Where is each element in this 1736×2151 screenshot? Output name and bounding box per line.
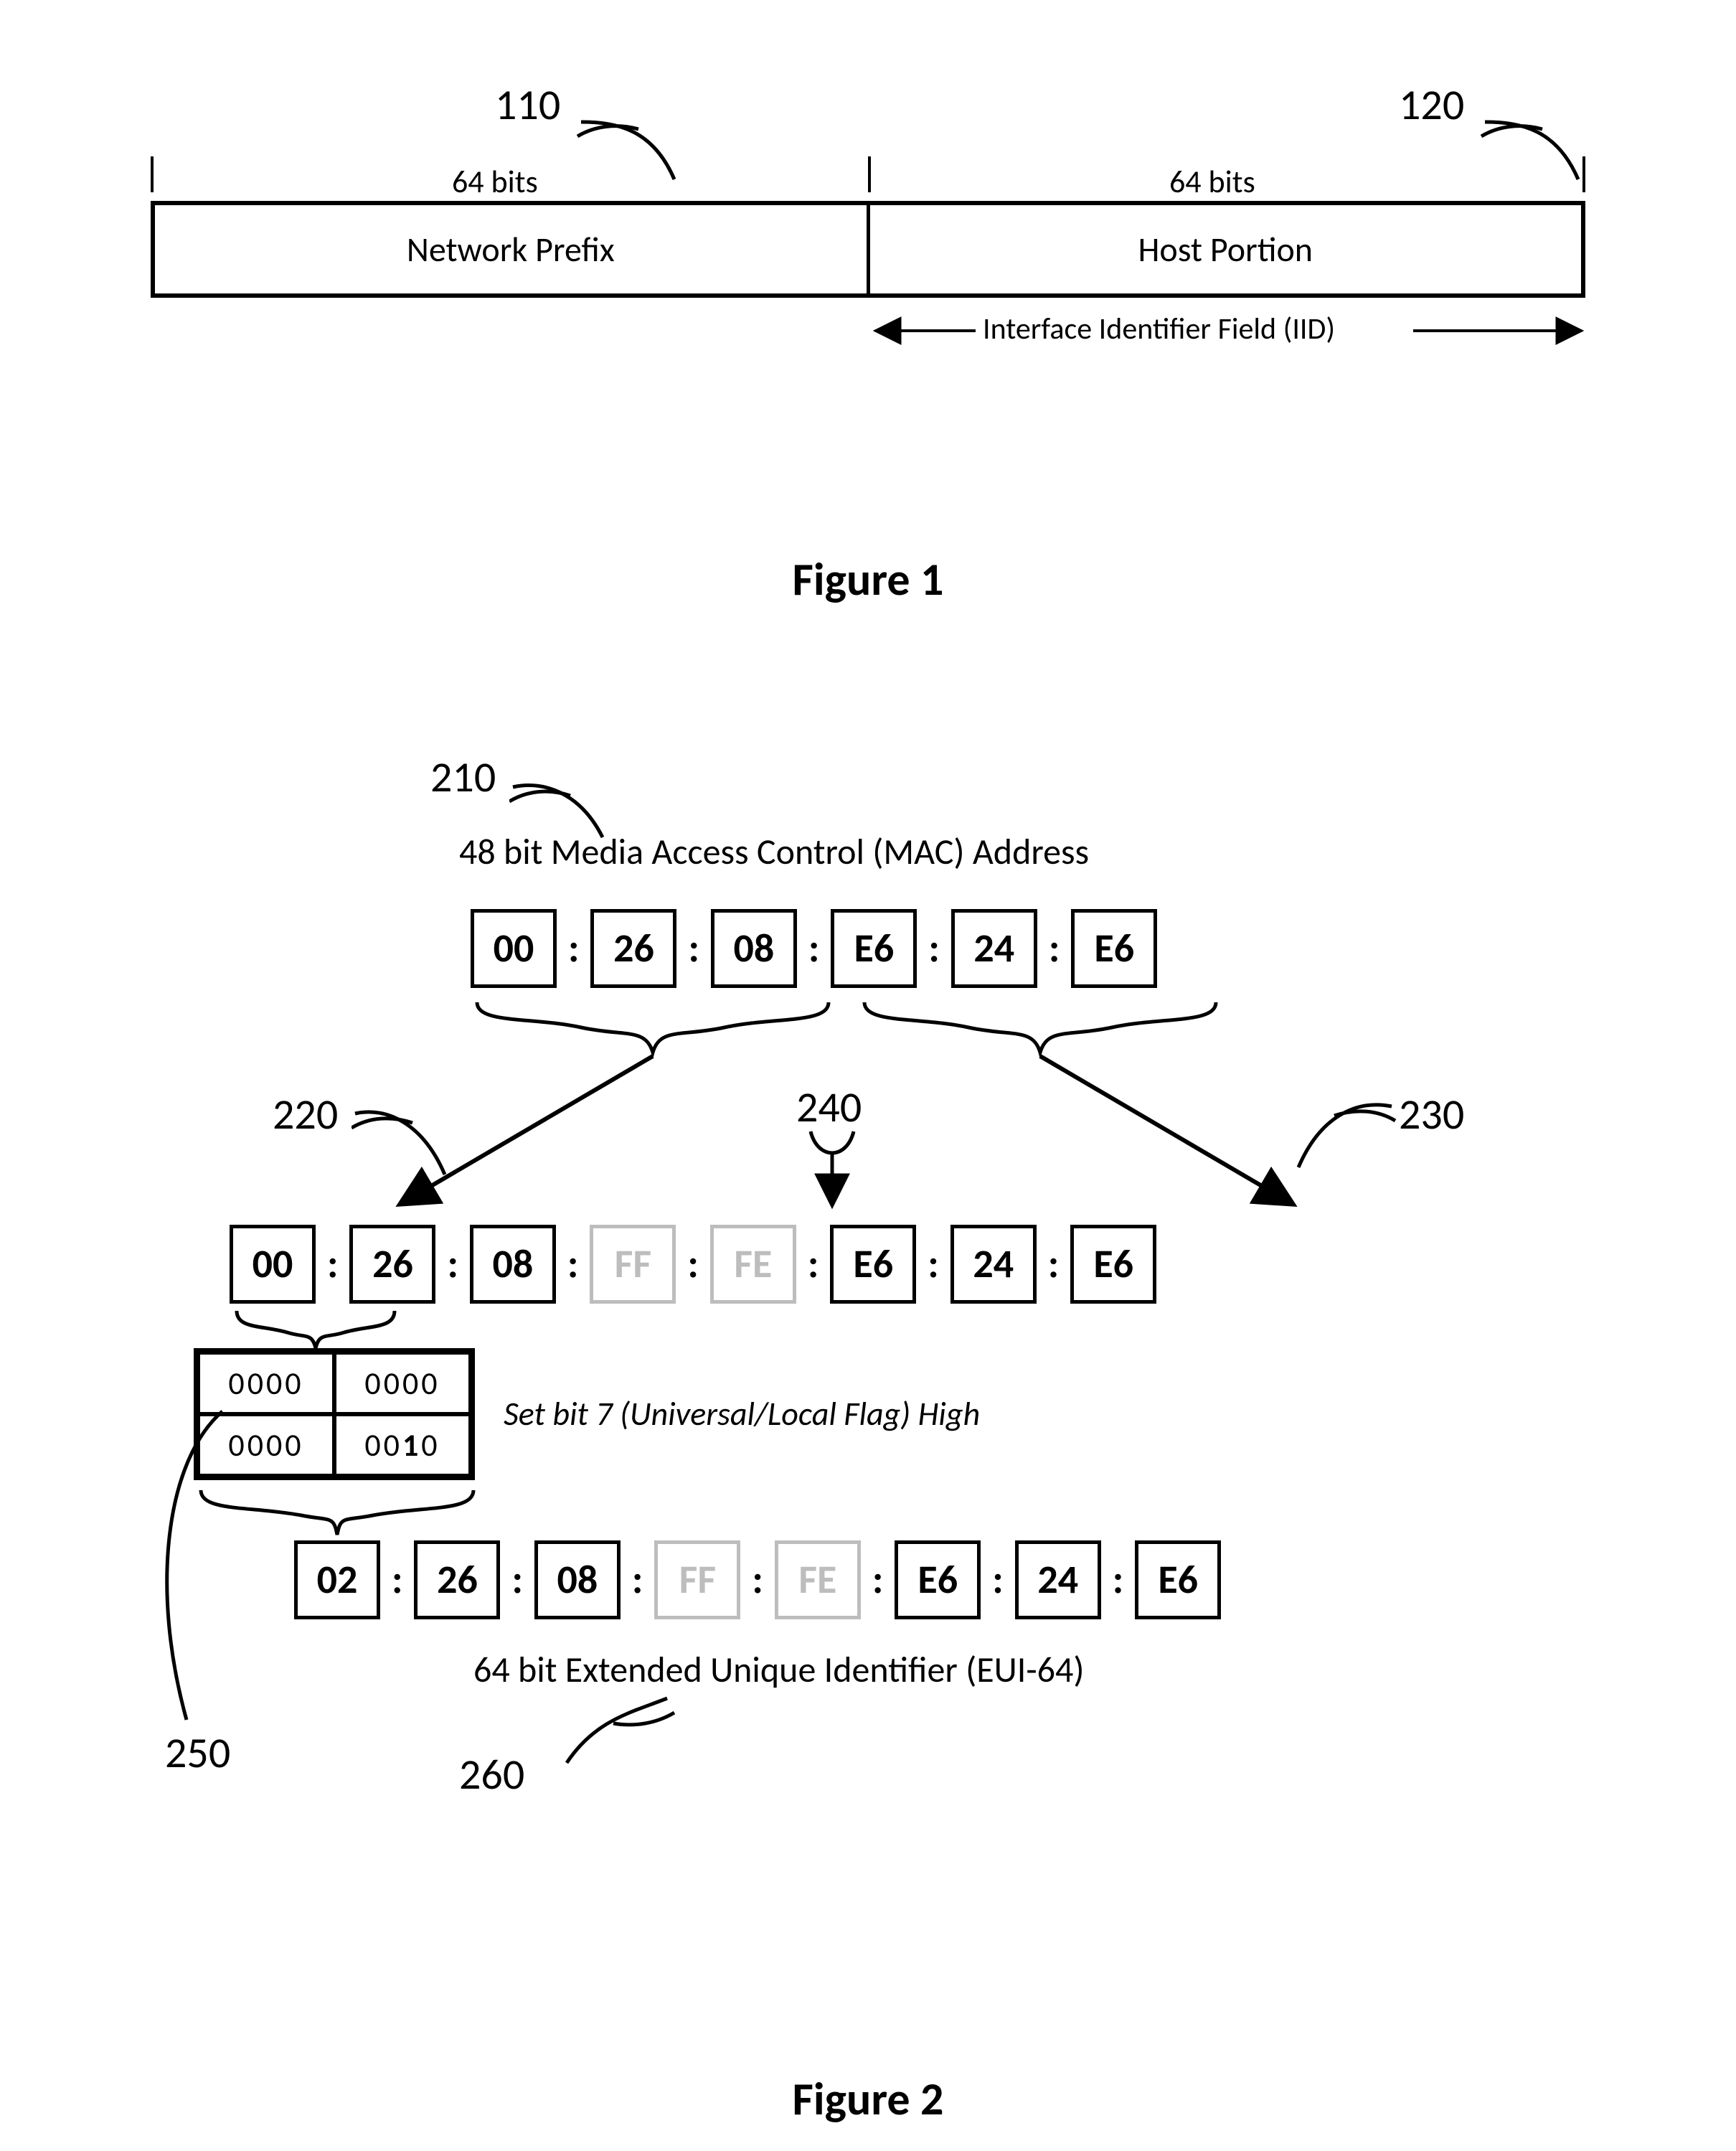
colon: :	[560, 1240, 585, 1289]
bits-cell-01: 0000	[334, 1352, 471, 1414]
ref-120: 120	[1399, 79, 1464, 131]
ref-120-swoosh	[1478, 115, 1600, 187]
r2-byte-3: FF	[590, 1225, 676, 1304]
ref-260-swoosh	[552, 1691, 681, 1777]
colon: :	[385, 1555, 410, 1604]
ref-220-swoosh	[352, 1103, 459, 1182]
colon: :	[865, 1555, 890, 1604]
network-prefix-cell: Network Prefix	[155, 205, 870, 293]
colon: :	[680, 1240, 705, 1289]
colon: :	[625, 1555, 650, 1604]
fig1-bits-left: 64 bits	[452, 162, 538, 201]
eui64-label: 64 bit Extended Unique Identifier (EUI-6…	[473, 1648, 1085, 1692]
r3-byte-5: E6	[895, 1540, 981, 1619]
fig1-tick-mid	[868, 156, 871, 192]
mac-byte-4: 24	[951, 909, 1037, 988]
iid-label: Interface Identifier Field (IID)	[983, 311, 1335, 347]
r2-byte-2: 08	[470, 1225, 556, 1304]
mac-row: 00: 26: 08: E6: 24: E6	[471, 909, 1157, 988]
bit7-block: 0000 0000 0000 0010 Set bit 7 (Universal…	[194, 1348, 980, 1480]
colon: :	[745, 1555, 770, 1604]
ref-240: 240	[796, 1081, 862, 1134]
ref-220: 220	[273, 1088, 338, 1141]
host-portion-cell: Host Portion	[870, 205, 1582, 293]
fig1-bits-right: 64 bits	[1169, 162, 1255, 201]
colon: :	[1105, 1555, 1131, 1604]
mac-byte-0: 00	[471, 909, 557, 988]
eui64-row: 02: 26: 08: FF: FE: E6: 24: E6	[294, 1540, 1221, 1619]
ref-230-swoosh	[1270, 1096, 1399, 1175]
iid-extent: Interface Identifier Field (IID)	[151, 308, 1585, 365]
ref-210: 210	[430, 751, 496, 804]
r3-byte-6: 24	[1015, 1540, 1101, 1619]
ref-110-swoosh	[574, 115, 696, 187]
colon: :	[801, 1240, 826, 1289]
colon: :	[440, 1240, 465, 1289]
ref-110: 110	[495, 79, 560, 131]
colon: :	[561, 924, 586, 973]
colon: :	[985, 1555, 1010, 1604]
mac-byte-3: E6	[831, 909, 917, 988]
r2-byte-4: FE	[710, 1225, 796, 1304]
bits-cell-11: 0010	[334, 1414, 471, 1476]
colon: :	[920, 1240, 945, 1289]
r2-byte-0: 00	[230, 1225, 316, 1304]
page: 64 bits 64 bits 110 120 Network Prefix H…	[0, 0, 1736, 2151]
mac-byte-2: 08	[711, 909, 797, 988]
r3-byte-4: FE	[775, 1540, 861, 1619]
ref-260: 260	[459, 1748, 524, 1801]
r2-byte-6: 24	[950, 1225, 1037, 1304]
colon: :	[921, 924, 946, 973]
r3-byte-7: E6	[1135, 1540, 1221, 1619]
fig1-top-annotations: 64 bits 64 bits 110 120	[151, 86, 1585, 201]
ipv6-address-box: Network Prefix Host Portion	[151, 201, 1585, 298]
colon: :	[504, 1555, 529, 1604]
r2-byte-5: E6	[830, 1225, 916, 1304]
ref-230: 230	[1399, 1088, 1464, 1141]
colon: :	[1042, 924, 1067, 973]
eui-row-pre: 00: 26: 08: FF: FE: E6: 24: E6	[230, 1225, 1156, 1304]
mac-byte-5: E6	[1071, 909, 1157, 988]
fig1-tick-left	[151, 156, 154, 192]
r3-byte-1: 26	[414, 1540, 500, 1619]
mac-byte-1: 26	[590, 909, 676, 988]
figure-1-caption: Figure 1	[151, 552, 1585, 608]
colon: :	[320, 1240, 345, 1289]
r2-byte-1: 26	[349, 1225, 435, 1304]
r2-byte-7: E6	[1070, 1225, 1156, 1304]
colon: :	[801, 924, 826, 973]
r3-byte-0: 02	[294, 1540, 380, 1619]
ref-250: 250	[165, 1727, 230, 1779]
colon: :	[681, 924, 706, 973]
figure-1: 64 bits 64 bits 110 120 Network Prefix H…	[151, 86, 1585, 608]
setbit-label: Set bit 7 (Universal/Local Flag) High	[504, 1394, 980, 1434]
r3-byte-3: FF	[654, 1540, 740, 1619]
colon: :	[1041, 1240, 1066, 1289]
mac-title: 48 bit Media Access Control (MAC) Addres…	[459, 830, 1089, 874]
byte0-to-bits-brace	[222, 1304, 409, 1354]
ref-250-curve	[122, 1404, 265, 1734]
figure-2-caption: Figure 2	[151, 2071, 1585, 2127]
iid-arrow-svg	[151, 308, 1585, 358]
r3-byte-2: 08	[534, 1540, 621, 1619]
